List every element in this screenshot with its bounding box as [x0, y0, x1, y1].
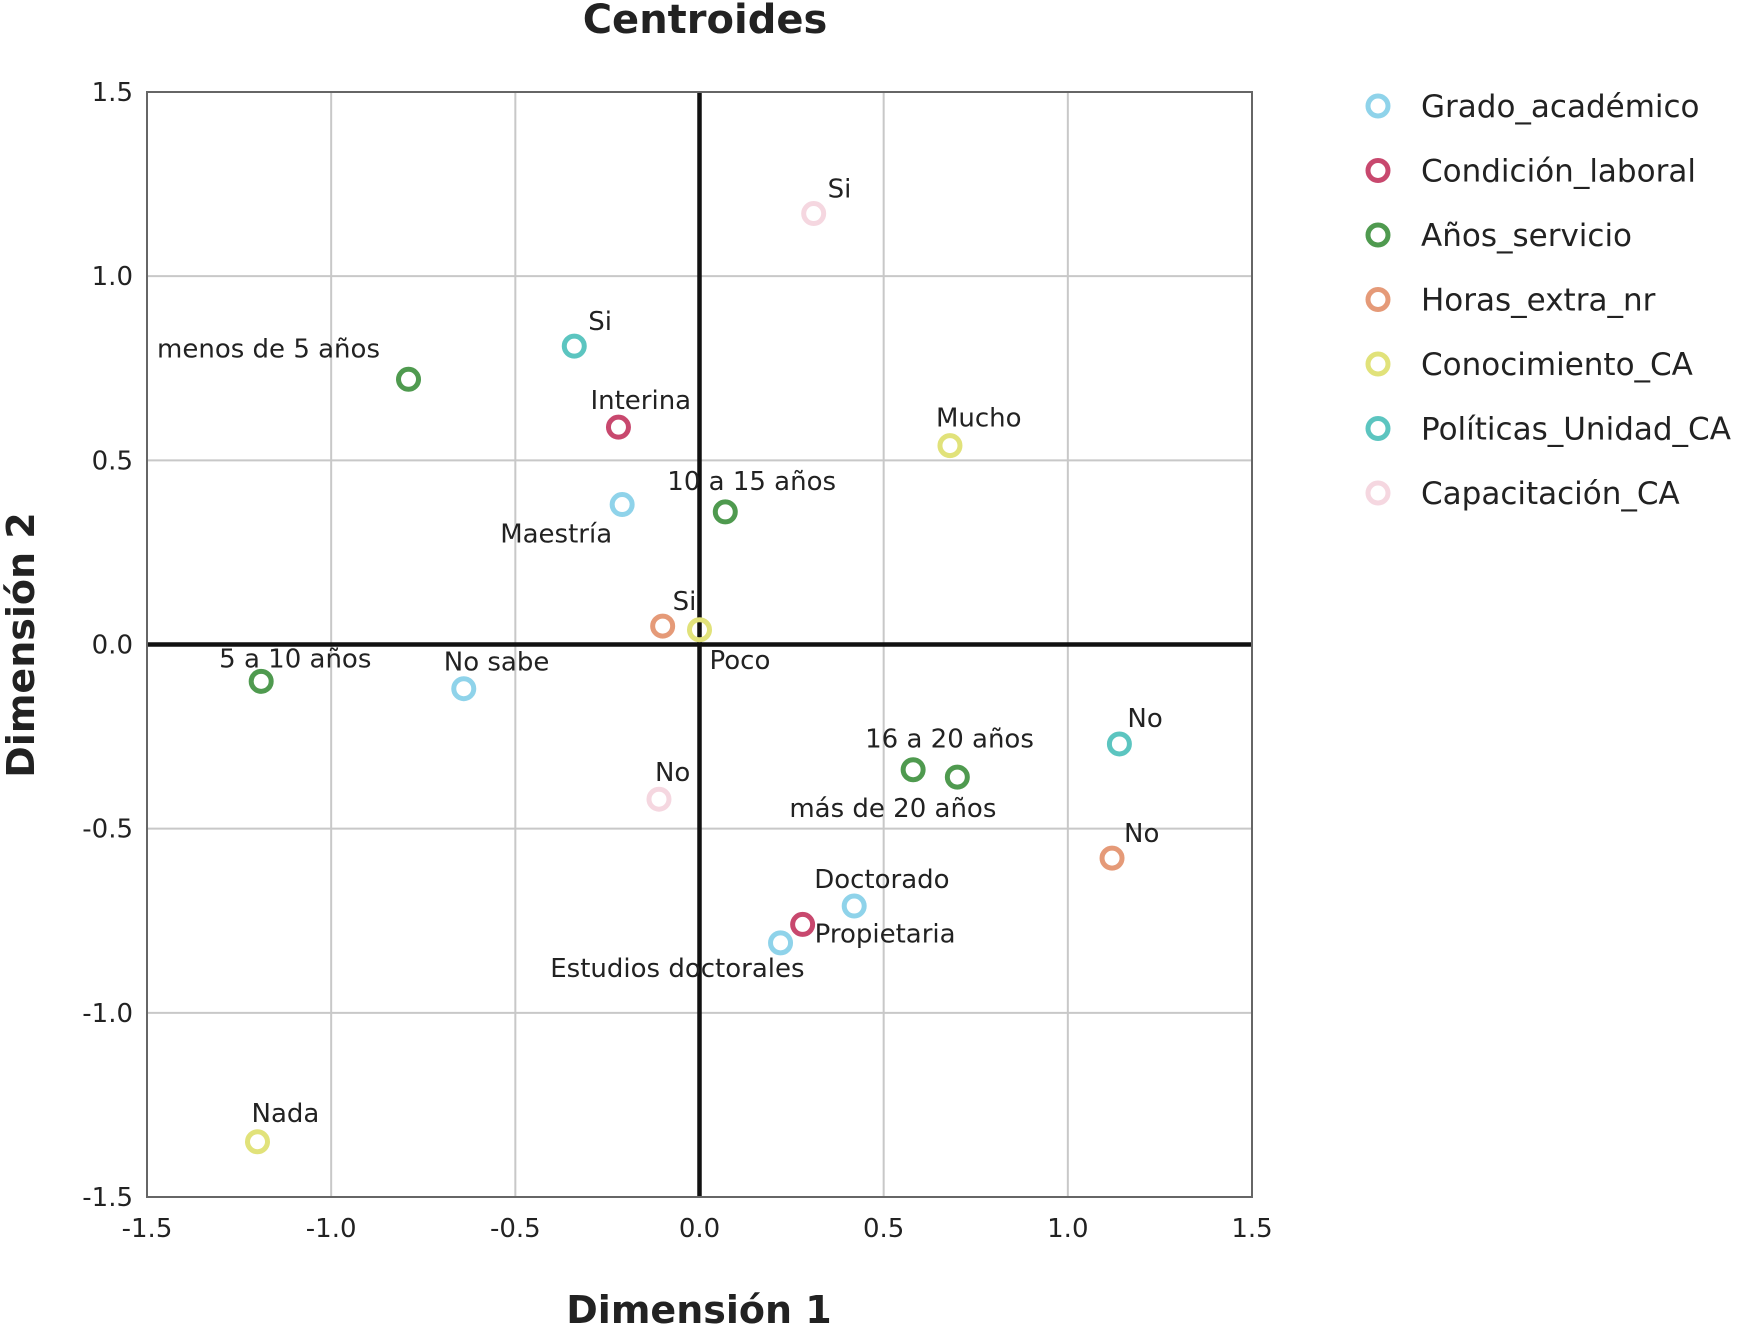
- point-label: Doctorado: [814, 865, 949, 895]
- x-tick-label: 1.5: [1231, 1214, 1272, 1244]
- point-label: No: [1127, 704, 1162, 734]
- legend: Grado_académico Condición_laboral Años_ser…: [1365, 89, 1731, 512]
- point-marker: [561, 333, 587, 359]
- data-points: Maestría No sabe Doctorado Estudios doctora…: [157, 175, 1163, 1155]
- point-marker: [944, 764, 970, 790]
- point-marker: [605, 414, 631, 440]
- point-marker: [1099, 845, 1125, 871]
- legend-label: Grado_académico: [1421, 89, 1700, 125]
- legend-label: Horas_extra_nr: [1421, 283, 1656, 319]
- point-marker: [650, 613, 676, 639]
- point-marker: [609, 492, 635, 518]
- point-label: menos de 5 años: [157, 334, 380, 364]
- legend-label: Políticas_Unidad_CA: [1421, 412, 1731, 448]
- legend-label: Conocimiento_CA: [1421, 347, 1693, 383]
- point-marker: [937, 433, 963, 459]
- x-tick-label: 1.0: [1047, 1214, 1088, 1244]
- point-marker: [801, 201, 827, 227]
- legend-label: Capacitación_CA: [1421, 476, 1680, 512]
- x-tick-label: 0.5: [863, 1214, 904, 1244]
- point-marker: [768, 930, 794, 956]
- legend-marker: [1365, 93, 1391, 119]
- point-label: Si: [828, 175, 852, 205]
- point-marker: [396, 366, 422, 392]
- legend-label: Condición_laboral: [1421, 154, 1696, 190]
- point-label: más de 20 años: [789, 794, 996, 824]
- point-marker: [900, 757, 926, 783]
- x-axis-title: Dimensión 1: [566, 1288, 831, 1326]
- x-tick-label: -1.5: [122, 1214, 173, 1244]
- plot-frame: [146, 91, 1253, 1198]
- point-label: 16 a 20 años: [865, 725, 1034, 755]
- point-label: Nada: [252, 1099, 320, 1129]
- point-label: 5 a 10 años: [219, 644, 371, 674]
- point-marker: [451, 676, 477, 702]
- point-marker: [646, 786, 672, 812]
- legend-marker: [1365, 287, 1391, 312]
- y-axis-title: Dimensión 2: [0, 512, 43, 777]
- y-tick-label: -1.0: [82, 999, 133, 1029]
- point-marker: [245, 1129, 270, 1155]
- legend-marker: [1365, 222, 1391, 248]
- x-tick-label: -1.0: [306, 1214, 357, 1244]
- legend-marker: [1365, 480, 1391, 506]
- point-label: Interina: [590, 386, 691, 416]
- point-marker: [248, 668, 274, 694]
- point-label: 10 a 15 años: [667, 467, 836, 497]
- point-label: Estudios doctorales: [550, 954, 804, 984]
- point-label: Si: [673, 587, 697, 617]
- point-label: Propietaria: [815, 919, 956, 949]
- point-marker: [1106, 731, 1132, 757]
- point-label: Maestría: [500, 520, 612, 550]
- chart-title: Centroides: [583, 0, 828, 43]
- point-label: Si: [588, 307, 612, 337]
- y-tick-label: 1.0: [92, 262, 133, 292]
- y-tick-label: 1.5: [92, 78, 133, 108]
- point-label: No sabe: [444, 648, 550, 678]
- legend-marker: [1365, 351, 1391, 377]
- point-marker: [687, 617, 712, 643]
- y-tick-label: 0.5: [92, 446, 133, 476]
- point-label: Poco: [710, 646, 771, 676]
- tick-labels: -1.5 -1.0 -0.5 0.0 0.5 1.0 1.5 1.5 1.0 0.5 0.0 -0.5…: [82, 78, 1272, 1244]
- y-tick-label: -1.5: [82, 1183, 133, 1213]
- legend-label: Años_servicio: [1421, 218, 1632, 254]
- x-tick-label: -0.5: [490, 1214, 541, 1244]
- point-label: No: [1124, 819, 1159, 849]
- zero-lines: [147, 92, 1252, 1197]
- legend-marker: [1365, 158, 1391, 183]
- point-marker: [841, 893, 867, 919]
- y-tick-label: 0.0: [92, 631, 133, 661]
- x-tick-label: 0.0: [679, 1214, 720, 1244]
- point-label: Mucho: [936, 404, 1022, 434]
- y-tick-label: -0.5: [82, 815, 133, 845]
- point-marker: [712, 499, 738, 525]
- point-marker: [790, 911, 816, 937]
- legend-marker: [1365, 416, 1391, 441]
- point-label: No: [655, 758, 690, 788]
